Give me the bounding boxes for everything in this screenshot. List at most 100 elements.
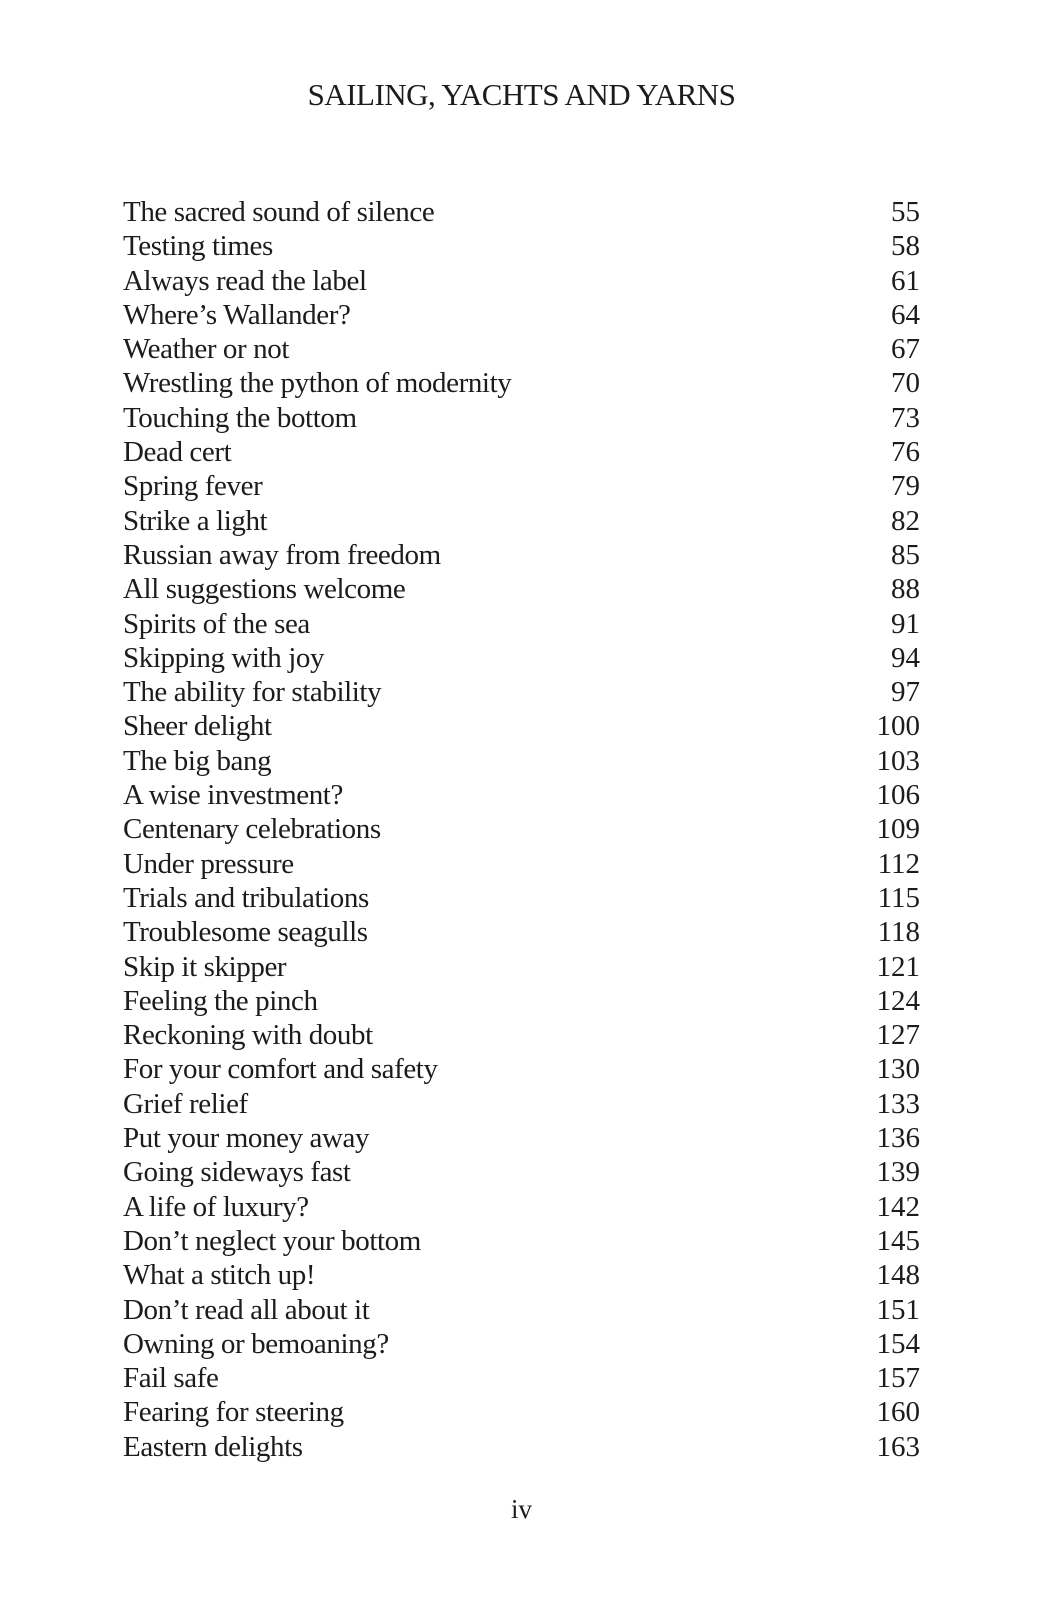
toc-entry-page: 91 [891,607,920,640]
toc-row: Spirits of the sea 91 [123,607,920,641]
toc-entry-page: 58 [891,230,920,263]
toc-entry-page: 154 [876,1327,921,1360]
toc-row: Skipping with joy 94 [123,641,920,675]
toc-entry-page: 133 [876,1087,921,1120]
toc-entry-page: 73 [891,401,920,434]
toc-row: Under pressure 112 [123,847,920,881]
toc-entry-page: 55 [891,196,920,228]
toc-row: Spring fever 79 [123,469,920,503]
toc-entry-page: 151 [876,1293,921,1326]
toc-entry-title: For your comfort and safety [123,1053,438,1086]
toc-entry-title: Centenary celebrations [123,813,381,846]
toc-entry-title: All suggestions welcome [123,573,406,606]
toc-entry-page: 94 [891,641,920,674]
toc-row: Reckoning with doubt 127 [123,1018,920,1052]
toc-entry-page: 67 [891,333,920,366]
toc-row: A wise investment? 106 [123,778,920,812]
toc-entry-page: 148 [876,1259,921,1292]
toc-entry-page: 82 [891,504,920,537]
toc-row: The big bang 103 [123,744,920,778]
toc-entry-page: 106 [876,779,921,812]
toc-entry-page: 109 [876,813,921,846]
toc-entry-page: 76 [891,436,920,469]
toc-entry-title: What a stitch up! [123,1259,316,1292]
toc-row: Trials and tribulations 115 [123,881,920,915]
toc-entry-title: Fail safe [123,1362,219,1395]
toc-row: The sacred sound of silence 55 [123,195,920,229]
toc-entry-title: The big bang [123,744,272,777]
toc-entry-title: Don’t read all about it [123,1293,370,1326]
toc-row: Weather or not 67 [123,332,920,366]
toc-entry-page: 61 [891,264,920,297]
toc-entry-page: 115 [877,881,920,914]
toc-entry-title: Put your money away [123,1122,370,1155]
toc-row: Fail safe 157 [123,1361,920,1395]
toc-entry-title: Spirits of the sea [123,607,310,640]
toc-entry-title: Always read the label [123,264,367,297]
toc-entry-page: 142 [876,1190,921,1223]
toc-entry-page: 139 [876,1156,921,1189]
toc-entry-title: The sacred sound of silence [123,196,435,228]
toc-entry-page: 136 [876,1122,921,1155]
toc-entry-page: 157 [876,1362,921,1395]
toc-entry-title: Sheer delight [123,710,272,743]
toc-entry-page: 88 [891,573,920,606]
toc-entry-page: 103 [876,744,921,777]
toc-entry-page: 70 [891,367,920,400]
toc-entry-page: 100 [876,710,921,743]
toc-entry-page: 97 [891,676,920,709]
running-head: SAILING, YACHTS AND YARNS [307,77,736,112]
toc-entry-title: Feeling the pinch [123,984,318,1017]
toc-entry-page: 118 [877,916,920,949]
toc-row: Fearing for steering 160 [123,1395,920,1429]
toc-row: Don’t neglect your bottom 145 [123,1224,920,1258]
toc-row: Where’s Wallander? 64 [123,298,920,332]
toc-row: A life of luxury? 142 [123,1190,920,1224]
page-number: iv [510,1494,532,1524]
toc-entry-page: 124 [876,984,921,1017]
toc-row: Always read the label 61 [123,264,920,298]
toc-row: What a stitch up! 148 [123,1258,920,1292]
toc-entry-title: Grief relief [123,1087,248,1120]
toc-row: Sheer delight 100 [123,709,920,743]
toc-row: Eastern delights 163 [123,1430,920,1464]
toc-row: Testing times 58 [123,229,920,263]
toc-row: Skip it skipper 121 [123,950,920,984]
toc-entry-page: 163 [876,1430,921,1463]
toc-entry-title: Dead cert [123,436,232,469]
toc-row: Grief relief 133 [123,1087,920,1121]
toc-row: Owning or bemoaning? 154 [123,1327,920,1361]
toc-entry-page: 127 [876,1019,921,1052]
toc-row: Don’t read all about it 151 [123,1293,920,1327]
toc-entry-title: Touching the bottom [123,401,357,434]
toc-entry-title: Testing times [123,230,273,263]
toc-entry-page: 145 [876,1224,921,1257]
toc-entry-page: 85 [891,538,920,571]
toc-entry-title: Weather or not [123,333,289,366]
toc-entry-title: A wise investment? [123,779,343,812]
toc-entry-title: Fearing for steering [123,1396,344,1429]
toc-entry-page: 79 [891,470,920,503]
toc-entry-page: 160 [876,1396,921,1429]
toc-entry-page: 121 [876,950,921,983]
toc-row: Russian away from freedom 85 [123,538,920,572]
toc-row: Troublesome seagulls 118 [123,915,920,949]
toc-row: Put your money away 136 [123,1121,920,1155]
toc-entry-title: Russian away from freedom [123,538,441,571]
toc-row: Centenary celebrations 109 [123,812,920,846]
toc-entry-title: Eastern delights [123,1430,303,1463]
toc-row: The ability for stability 97 [123,675,920,709]
toc-row: Touching the bottom 73 [123,401,920,435]
toc-row: For your comfort and safety 130 [123,1052,920,1086]
toc-row: Dead cert 76 [123,435,920,469]
toc-entry-title: Skip it skipper [123,950,287,983]
toc-entry-title: Reckoning with doubt [123,1019,373,1052]
toc-entry-title: Going sideways fast [123,1156,351,1189]
toc-entry-title: Spring fever [123,470,263,503]
toc-entry-title: Skipping with joy [123,641,325,674]
toc-row: All suggestions welcome 88 [123,572,920,606]
toc-entry-title: Where’s Wallander? [123,298,351,331]
toc-entry-title: Don’t neglect your bottom [123,1224,421,1257]
toc-entry-title: Strike a light [123,504,268,537]
